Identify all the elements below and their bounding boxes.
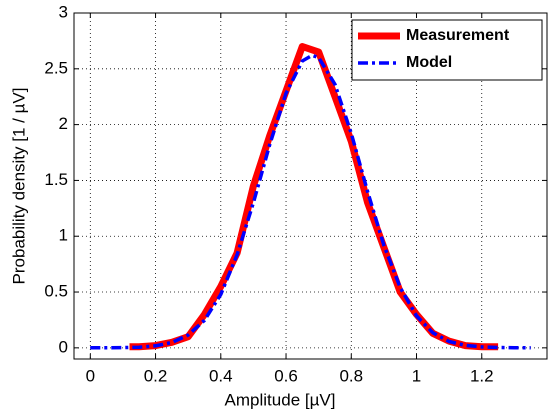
- y-tick-label: 2: [59, 114, 68, 133]
- y-tick-label: 1: [59, 226, 68, 245]
- x-tick-label: 0.8: [339, 366, 363, 385]
- legend-box: [351, 19, 543, 81]
- y-axis-label: Probability density [1 / µV]: [9, 88, 28, 285]
- x-tick-label: 0: [86, 366, 95, 385]
- legend-label: Model: [406, 54, 452, 71]
- y-tick-label: 0: [59, 337, 68, 356]
- y-tick-label: 0.5: [44, 282, 68, 301]
- plot-frame: [73, 12, 548, 360]
- x-tick-label: 1.2: [470, 366, 494, 385]
- x-tick-label: 1: [412, 366, 421, 385]
- y-tick-label: 2.5: [44, 58, 68, 77]
- x-tick-label: 0.6: [274, 366, 298, 385]
- x-axis-label: Amplitude [µV]: [225, 390, 336, 409]
- legend-label: Measurement: [406, 27, 510, 44]
- y-tick-label: 1.5: [44, 170, 68, 189]
- x-tick-label: 0.4: [209, 366, 233, 385]
- data-line: [90, 53, 531, 350]
- x-tick-label: 0.2: [144, 366, 168, 385]
- y-tick-label: 3: [59, 2, 68, 21]
